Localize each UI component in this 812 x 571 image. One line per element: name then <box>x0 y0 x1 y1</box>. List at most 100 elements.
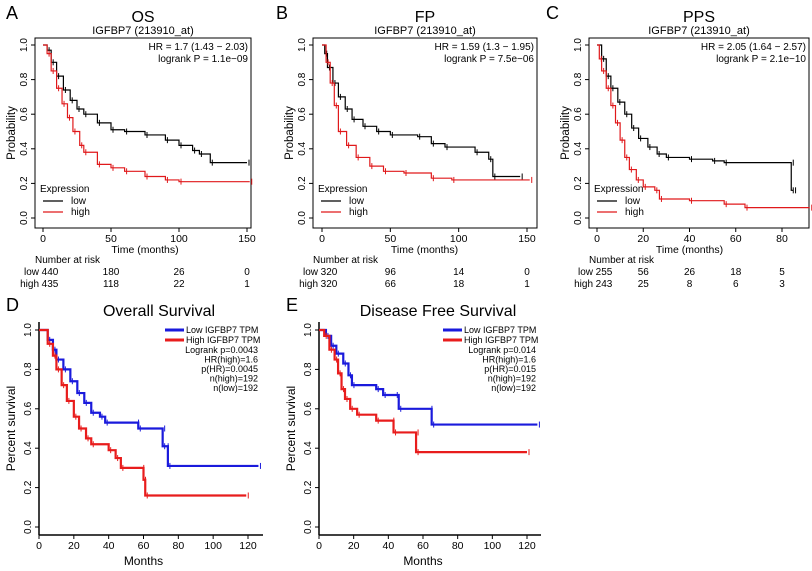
x-tick-label: 80 <box>172 540 184 552</box>
x-tick-label: 50 <box>105 233 117 245</box>
x-tick-label: 100 <box>450 233 468 245</box>
x-tick-label: 20 <box>348 540 360 552</box>
x-tick-label: 80 <box>452 540 464 552</box>
x-tick-label: 60 <box>138 540 150 552</box>
panel-letter: D <box>6 295 19 315</box>
stat-text: Logrank p=0.014 <box>468 345 536 355</box>
y-tick-label: 0.2 <box>303 480 314 494</box>
stat-text: logrank P = 2.1e−10 <box>716 54 806 65</box>
risk-row-label: high <box>574 279 593 290</box>
x-tick-label: 100 <box>484 540 502 552</box>
chart-title: FP <box>415 9 435 26</box>
survival-curve-high <box>39 328 247 497</box>
y-tick-label: 1.0 <box>573 38 584 52</box>
y-axis-label: Probability <box>6 106 18 160</box>
legend-title: Expression <box>318 184 367 195</box>
y-tick-label: 0.6 <box>23 401 34 415</box>
risk-value: 320 <box>321 279 338 290</box>
stat-text: p(HR)=0.015 <box>484 364 536 374</box>
y-tick-label: 0.6 <box>573 107 584 121</box>
legend-title: Expression <box>594 184 643 195</box>
y-tick-label: 0.6 <box>297 107 308 121</box>
survival-curve-high <box>322 44 530 181</box>
x-axis-label: Time (months) <box>111 244 178 256</box>
risk-value: 8 <box>687 279 693 290</box>
risk-value: 96 <box>385 267 397 278</box>
x-tick-label: 100 <box>204 540 222 552</box>
x-axis-label: Months <box>403 554 442 568</box>
stat-text: p(HR)=0.0045 <box>201 364 258 374</box>
stat-text: n(low)=192 <box>213 383 258 393</box>
y-tick-label: 0.2 <box>19 176 30 190</box>
y-tick-label: 0.8 <box>297 72 308 86</box>
legend-label: low <box>71 196 87 207</box>
y-tick-label: 0.4 <box>297 141 308 155</box>
y-tick-label: 0.2 <box>573 176 584 190</box>
chart-title: Overall Survival <box>103 303 215 320</box>
legend-label: low <box>349 196 365 207</box>
stat-text: HR = 1.7 (1.43 − 2.03) <box>148 42 248 53</box>
risk-value: 22 <box>173 279 185 290</box>
legend-label: High IGFBP7 TPM <box>464 335 538 345</box>
y-tick-label: 0.8 <box>23 362 34 376</box>
survival-curve-low <box>43 44 247 164</box>
x-tick-label: 20 <box>68 540 80 552</box>
risk-value: 118 <box>103 279 119 290</box>
risk-value: 320 <box>321 267 338 278</box>
risk-table-title: Number at risk <box>589 255 655 266</box>
panel-letter: A <box>6 3 18 23</box>
stat-text: HR = 1.59 (1.3 − 1.95) <box>434 42 534 53</box>
risk-value: 243 <box>596 279 613 290</box>
risk-value: 440 <box>42 267 59 278</box>
x-tick-label: 0 <box>316 540 322 552</box>
risk-value: 255 <box>596 267 613 278</box>
risk-value: 6 <box>733 279 739 290</box>
y-axis-label: Percent survival <box>4 386 18 471</box>
chart-subtitle: IGFBP7 (213910_at) <box>374 25 476 37</box>
x-tick-label: 0 <box>36 540 42 552</box>
y-tick-label: 0.4 <box>303 441 314 455</box>
y-tick-label: 0.0 <box>19 211 30 225</box>
y-tick-label: 1.0 <box>23 323 34 337</box>
risk-row-label: low <box>303 267 319 278</box>
legend-label: low <box>625 196 641 207</box>
legend-label: Low IGFBP7 TPM <box>464 325 536 335</box>
y-tick-label: 0.2 <box>23 480 34 494</box>
risk-value: 26 <box>684 267 696 278</box>
risk-value: 18 <box>730 267 742 278</box>
x-tick-label: 0 <box>40 233 46 245</box>
risk-value: 56 <box>638 267 650 278</box>
stat-text: HR(high)=1.6 <box>482 355 536 365</box>
x-tick-label: 50 <box>384 233 396 245</box>
x-axis-label: Time (months) <box>656 244 723 256</box>
survival-curve-high <box>597 44 810 209</box>
risk-value: 435 <box>42 279 59 290</box>
legend-label: high <box>349 207 368 218</box>
stat-text: logrank P = 7.5e−06 <box>444 54 534 65</box>
y-axis-label: Probability <box>560 106 572 160</box>
y-tick-label: 0.0 <box>573 211 584 225</box>
legend-label: high <box>625 207 644 218</box>
risk-value: 180 <box>103 267 120 278</box>
survival-curve-low <box>319 328 538 426</box>
x-tick-label: 40 <box>382 540 394 552</box>
x-tick-label: 20 <box>637 233 649 245</box>
stat-text: HR(high)=1.6 <box>204 355 258 365</box>
x-tick-label: 60 <box>730 233 742 245</box>
x-axis-label: Time (months) <box>391 244 458 256</box>
x-tick-label: 80 <box>776 233 788 245</box>
stat-text: n(high)=192 <box>488 374 536 384</box>
risk-value: 3 <box>779 279 785 290</box>
stat-text: logrank P = 1.1e−09 <box>158 54 248 65</box>
panel-letter: B <box>276 3 288 23</box>
y-tick-label: 0.8 <box>303 362 314 376</box>
risk-value: 5 <box>779 267 785 278</box>
plot-frame <box>588 37 810 229</box>
chart-title: OS <box>131 9 154 26</box>
risk-row-label: high <box>299 279 318 290</box>
stat-text: Logrank p=0.0043 <box>185 345 258 355</box>
y-tick-label: 0.4 <box>19 141 30 155</box>
risk-value: 0 <box>524 267 530 278</box>
survival-curve-low <box>597 44 794 191</box>
y-tick-label: 0.0 <box>303 520 314 534</box>
